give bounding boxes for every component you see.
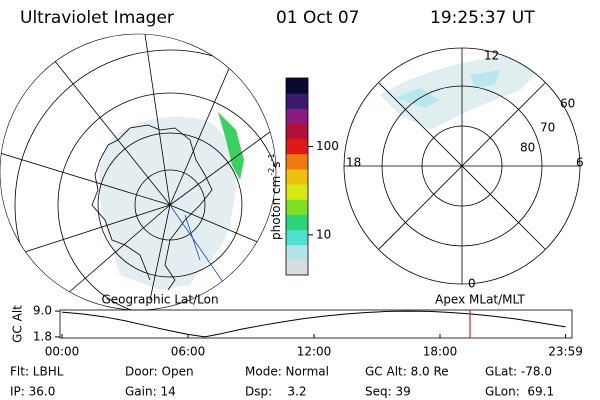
colorbar-frame xyxy=(285,77,309,276)
info-field: Mode: Normal xyxy=(245,365,329,379)
mlt-label: 0 xyxy=(468,277,476,291)
colorbar-swatch xyxy=(286,93,308,109)
colorbar-label-part: s xyxy=(269,161,283,167)
ring-label: 70 xyxy=(540,121,555,135)
altitude-frame xyxy=(59,309,573,339)
colorbar-swatch xyxy=(286,153,308,170)
info-field: Gain: 14 xyxy=(125,385,176,399)
colorbar-swatch xyxy=(286,168,308,185)
colorbar-swatch xyxy=(286,229,308,246)
colorbar-label-part: -2 xyxy=(267,168,276,176)
colorbar-swatch xyxy=(286,214,308,231)
altitude-curve xyxy=(61,310,566,338)
colorbar-swatch xyxy=(286,108,308,124)
colorbar-label-part: photon cm xyxy=(269,176,283,240)
polar-map xyxy=(380,55,540,130)
info-field: IP: 36.0 xyxy=(10,385,55,399)
colorbar-swatch xyxy=(286,199,308,215)
x-tick-label: 18:00 xyxy=(423,345,458,359)
colorbar-swatch xyxy=(286,123,308,140)
time: 19:25:37 UT xyxy=(430,8,535,28)
x-tick-label: 00:00 xyxy=(45,345,80,359)
mlt-label: 12 xyxy=(484,49,499,63)
y-tick-label: 1.8 xyxy=(33,329,52,343)
date: 01 Oct 07 xyxy=(276,8,359,28)
colorbar-swatch xyxy=(286,138,308,155)
info-field: Seq: 39 xyxy=(365,385,411,399)
map-label: Apex MLat/MLT xyxy=(435,293,525,307)
ring-label: 80 xyxy=(520,141,535,155)
mlt-label: 6 xyxy=(576,156,584,170)
info-field: Door: Open xyxy=(125,365,194,379)
info-field: GLon: 69.1 xyxy=(485,385,554,399)
colorbar-label: photon cm-2s-1 xyxy=(267,153,283,240)
colorbar-swatch xyxy=(286,78,308,94)
title: Ultraviolet Imager xyxy=(20,8,174,28)
x-tick-label: 23:59 xyxy=(548,345,583,359)
colorbar-label-part: -1 xyxy=(267,153,276,161)
polar-grid xyxy=(343,47,581,285)
geo-map xyxy=(0,34,276,310)
x-tick-label: 06:00 xyxy=(171,345,206,359)
x-tick-label: 12:00 xyxy=(297,345,332,359)
y-tick-label: 9.0 xyxy=(33,304,52,318)
colorbar-swatch xyxy=(286,184,308,200)
colorbar-tick-label: 100 xyxy=(316,139,339,153)
ring-label: 60 xyxy=(560,97,575,111)
colorbar-tick-label: 10 xyxy=(316,227,331,241)
y-axis-label: GC Alt xyxy=(11,305,25,343)
info-field: GC Alt: 8.0 Re xyxy=(365,365,449,379)
colorbar-swatch xyxy=(286,259,308,276)
colorbar-swatch xyxy=(286,244,308,261)
info-field: GLat: -78.0 xyxy=(485,365,552,379)
mlt-label: 18 xyxy=(346,156,361,170)
info-field: Flt: LBHL xyxy=(10,365,64,379)
info-field: Dsp: 3.2 xyxy=(245,385,307,399)
map-label: Geographic Lat/Lon xyxy=(101,293,218,307)
